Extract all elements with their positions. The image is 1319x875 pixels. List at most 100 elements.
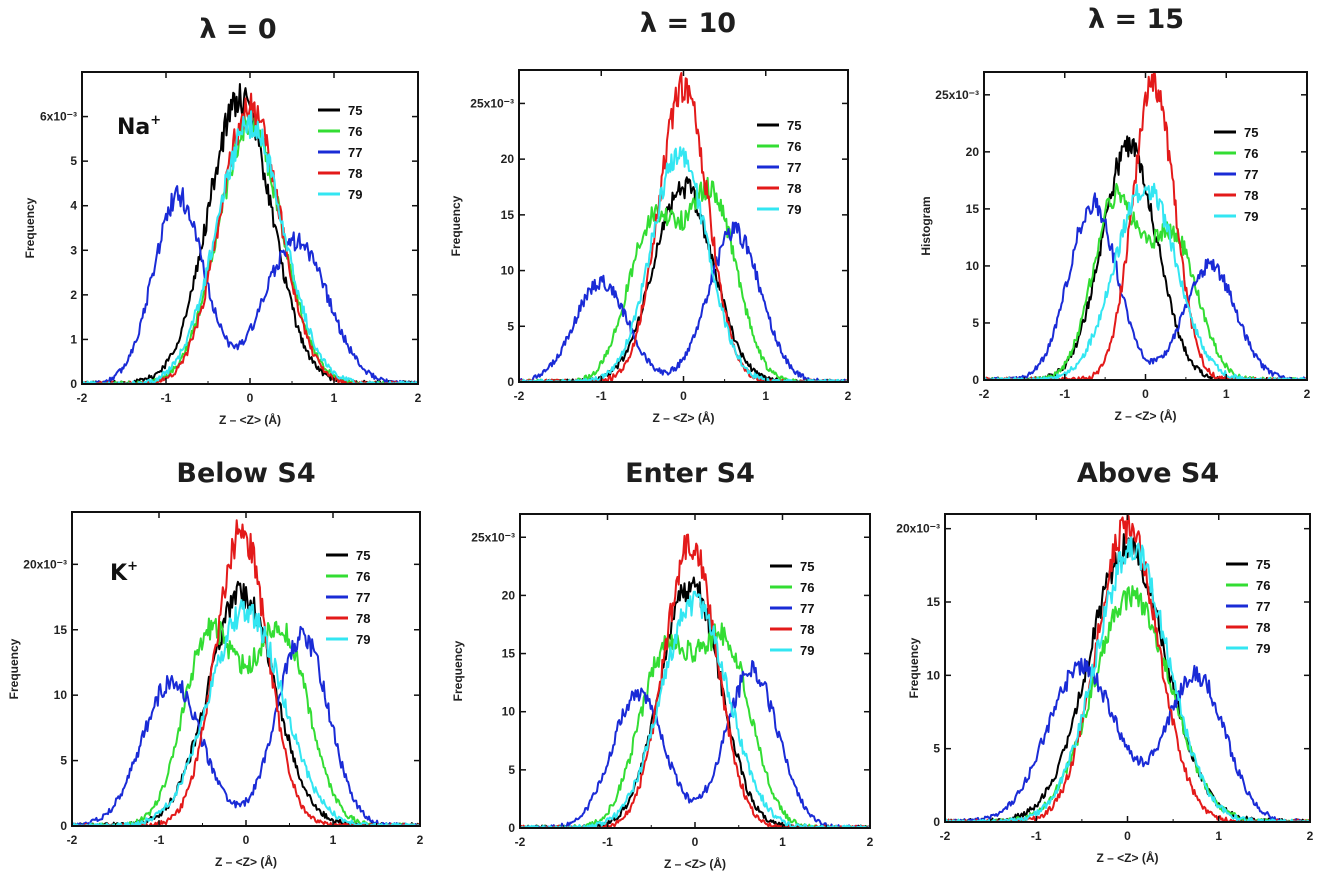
y-axis-label: Frequency: [451, 640, 465, 701]
y-tick-label: 0: [60, 819, 67, 833]
y-tick-label: 0: [70, 377, 77, 391]
x-axis-label: Z – <Z> (Å): [215, 854, 277, 869]
x-tick-label: 2: [867, 835, 874, 849]
series-line-77: [984, 192, 1307, 380]
panel-title-lambda-15: λ = 15: [1087, 4, 1185, 35]
x-tick-label: 0: [243, 833, 250, 847]
legend-label-76: 76: [348, 124, 362, 139]
series-line-77: [82, 185, 418, 384]
y-axis-label: Frequency: [907, 637, 921, 698]
chart-panel-4: 0 5 10 15 20x10⁻³ -2 -1 0 1 2 Z – <Z> (Å) Frequency…: [7, 511, 424, 869]
legend-label-79: 79: [800, 643, 814, 658]
y-tick-label: 10: [501, 264, 515, 278]
legend: 75 76 77 78 79: [318, 103, 362, 202]
legend-label-77: 77: [1256, 599, 1270, 614]
x-axis-label: Z – <Z> (Å): [219, 412, 281, 427]
x-tick-label: -1: [602, 835, 613, 849]
x-tick-label: 0: [680, 389, 687, 403]
series-line-77: [520, 660, 870, 828]
legend-label-78: 78: [1244, 188, 1258, 203]
chart-panel-2: 0 5 10 15 20 25x10⁻³ -2 -1 0 1 2 Z – <Z> (Å) Frequen…: [449, 69, 852, 425]
y-tick-label: 15: [502, 647, 516, 661]
x-tick-label: 2: [415, 391, 422, 405]
chart-panel-6: 0 5 10 15 20x10⁻³ -2 -1 0 1 2 Z – <Z> (Å) Frequency…: [896, 513, 1314, 865]
panel-title-enter-s4: Enter S4: [625, 458, 755, 489]
y-tick-label: 1: [70, 332, 77, 346]
x-tick-label: 1: [1215, 829, 1222, 843]
x-axis-label: Z – <Z> (Å): [664, 856, 726, 871]
x-tick-label: 0: [1124, 829, 1131, 843]
legend: 75 76 77 78 79: [326, 548, 370, 647]
legend-label-79: 79: [356, 632, 370, 647]
legend: 75 76 77 78 79: [770, 559, 814, 658]
x-tick-label: 1: [779, 835, 786, 849]
series-line-76: [82, 113, 418, 384]
y-axis-label: Frequency: [449, 195, 463, 256]
y-tick-label: 25x10⁻³: [935, 88, 979, 102]
legend-label-78: 78: [1256, 620, 1270, 635]
x-tick-label: -2: [940, 829, 951, 843]
y-tick-label: 2: [70, 288, 77, 302]
y-tick-label: 4: [70, 199, 77, 213]
x-tick-label: -1: [161, 391, 172, 405]
legend-label-79: 79: [348, 187, 362, 202]
y-tick-label: 20x10⁻³: [23, 557, 67, 571]
legend-label-78: 78: [356, 611, 370, 626]
y-tick-label: 5: [972, 316, 979, 330]
panel-title-lambda-0: λ = 0: [199, 14, 277, 45]
legend-label-76: 76: [356, 569, 370, 584]
y-tick-label: 25x10⁻³: [471, 530, 515, 544]
x-axis-label: Z – <Z> (Å): [1096, 850, 1158, 865]
y-tick-label: 5: [60, 754, 67, 768]
y-tick-label: 0: [507, 375, 514, 389]
legend-label-78: 78: [800, 622, 814, 637]
y-tick-label: 10: [927, 668, 941, 682]
panel-title-below-s4: Below S4: [176, 458, 316, 489]
x-axis-label: Z – <Z> (Å): [1114, 408, 1176, 423]
y-axis-label: Frequency: [23, 197, 37, 258]
x-tick-label: -2: [979, 387, 990, 401]
y-tick-label: 0: [508, 821, 515, 835]
y-tick-label: 5: [508, 763, 515, 777]
series-line-76: [984, 182, 1307, 380]
series-line-76: [520, 622, 870, 828]
y-tick-label: 10: [966, 259, 980, 273]
x-tick-label: -2: [514, 389, 525, 403]
y-tick-label: 15: [927, 595, 941, 609]
series-line-79: [945, 536, 1310, 822]
series-line-75: [520, 576, 870, 828]
legend-label-79: 79: [1244, 209, 1258, 224]
y-tick-label: 0: [972, 373, 979, 387]
y-tick-label: 5: [507, 319, 514, 333]
x-tick-label: 2: [1307, 829, 1314, 843]
legend-label-75: 75: [800, 559, 814, 574]
y-tick-label: 15: [501, 208, 515, 222]
legend-label-79: 79: [787, 202, 801, 217]
series-line-77: [519, 221, 848, 382]
x-tick-label: -1: [1059, 387, 1070, 401]
legend-label-76: 76: [1256, 578, 1270, 593]
legend-label-77: 77: [356, 590, 370, 605]
x-tick-label: 2: [1304, 387, 1311, 401]
x-tick-label: -2: [77, 391, 88, 405]
ion-charge: +: [127, 559, 138, 574]
y-tick-label: 5: [933, 742, 940, 756]
series-line-79: [520, 590, 870, 828]
ion-annotation: Na+: [117, 113, 161, 140]
legend-label-75: 75: [348, 103, 362, 118]
x-axis-label: Z – <Z> (Å): [652, 410, 714, 425]
x-tick-label: 1: [762, 389, 769, 403]
y-tick-label: 20x10⁻³: [896, 522, 940, 536]
series-group: [984, 72, 1307, 380]
panel-title-lambda-10: λ = 10: [639, 8, 737, 39]
series-group: [520, 533, 870, 828]
legend-label-79: 79: [1256, 641, 1270, 656]
x-tick-label: -2: [515, 835, 526, 849]
plot-frame: [983, 71, 1308, 381]
y-tick-label: 20: [966, 145, 980, 159]
y-tick-label: 10: [502, 705, 516, 719]
series-line-77: [945, 657, 1310, 822]
series-line-79: [82, 110, 418, 384]
x-tick-label: -1: [1031, 829, 1042, 843]
legend-label-75: 75: [787, 118, 801, 133]
